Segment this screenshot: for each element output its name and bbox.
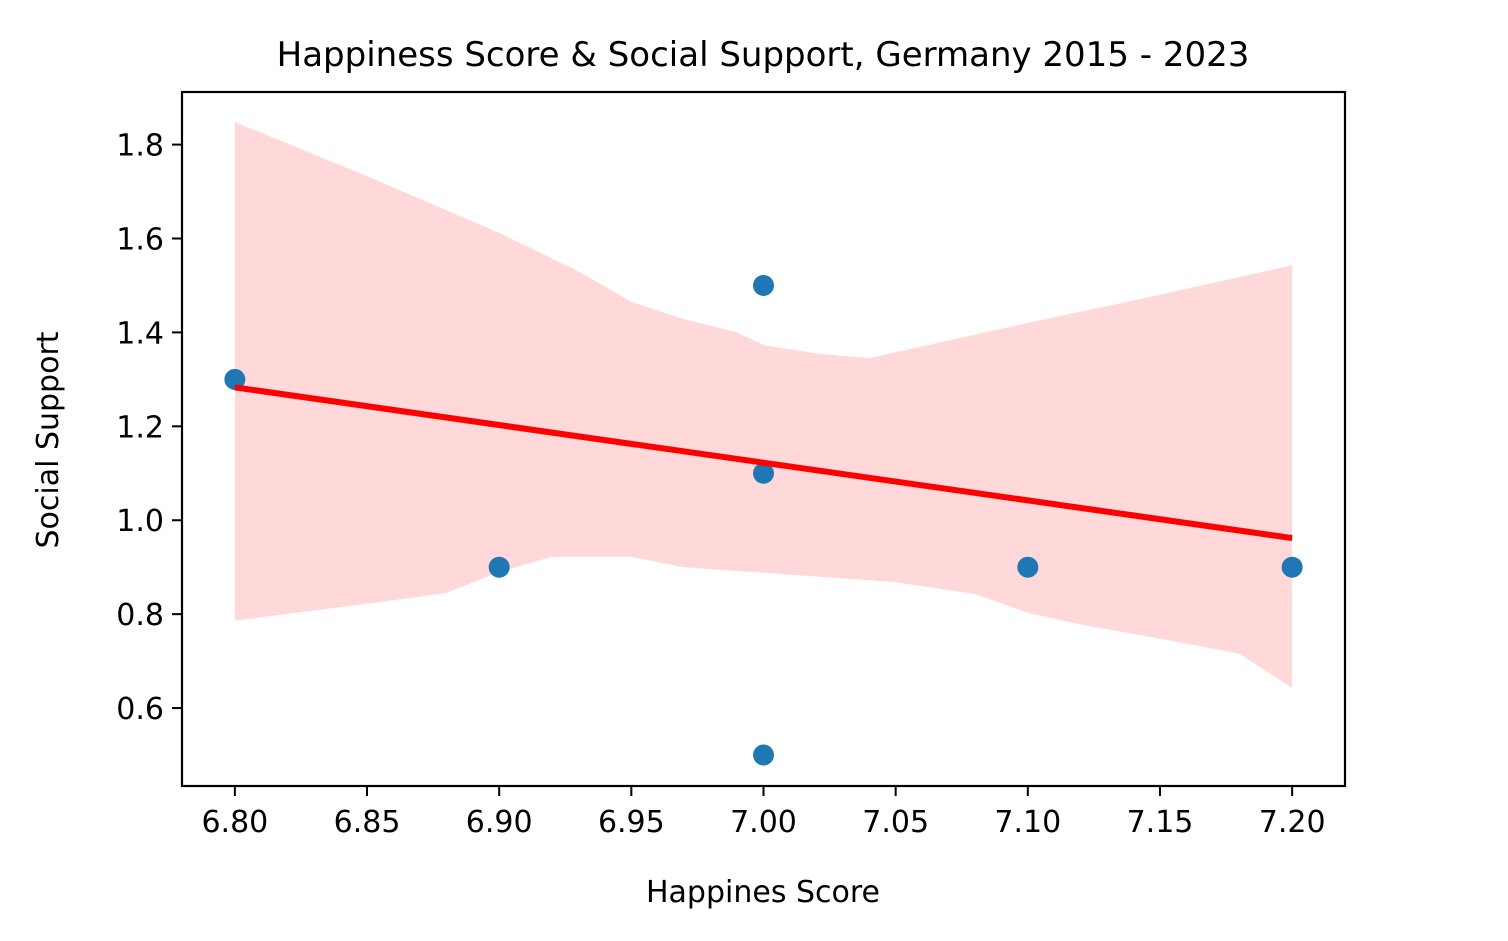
data-point [753,744,774,766]
data-points [224,274,1303,766]
x-tick-label: 7.15 [1127,805,1194,840]
y-tick-label: 1.6 [116,223,164,258]
y-tick-label: 1.8 [116,129,164,164]
data-point [753,274,774,296]
data-point [1281,556,1303,578]
y-tick-label: 1.0 [116,504,164,539]
x-axis-ticks: 6.80 6.85 6.90 6.95 7.00 7.05 7.10 7.15 7.20 [201,786,1326,840]
x-axis-label: Happines Score [646,875,880,910]
data-point [1017,556,1039,578]
plot-area [224,122,1303,766]
regression-line [234,384,1293,542]
x-tick-label: 6.90 [466,805,533,840]
x-tick-label: 7.05 [862,805,929,840]
confidence-band [234,122,1293,688]
x-tick-label: 7.20 [1259,805,1326,840]
y-axis-label: Social Support [31,331,66,548]
data-point [224,368,246,390]
data-point [488,556,510,578]
y-tick-label: 1.4 [116,316,164,351]
x-tick-label: 6.80 [201,805,268,840]
y-tick-label: 0.8 [116,598,164,633]
x-tick-label: 7.00 [730,805,797,840]
y-tick-label: 1.2 [116,410,164,445]
y-axis-ticks: 0.6 0.8 1.0 1.2 1.4 1.6 1.8 [116,129,182,727]
x-tick-label: 6.95 [598,805,665,840]
x-tick-label: 7.10 [994,805,1061,840]
chart-title: Happiness Score & Social Support, German… [277,35,1250,75]
x-tick-label: 6.85 [334,805,401,840]
y-tick-label: 0.6 [116,692,164,727]
data-point [753,462,774,484]
